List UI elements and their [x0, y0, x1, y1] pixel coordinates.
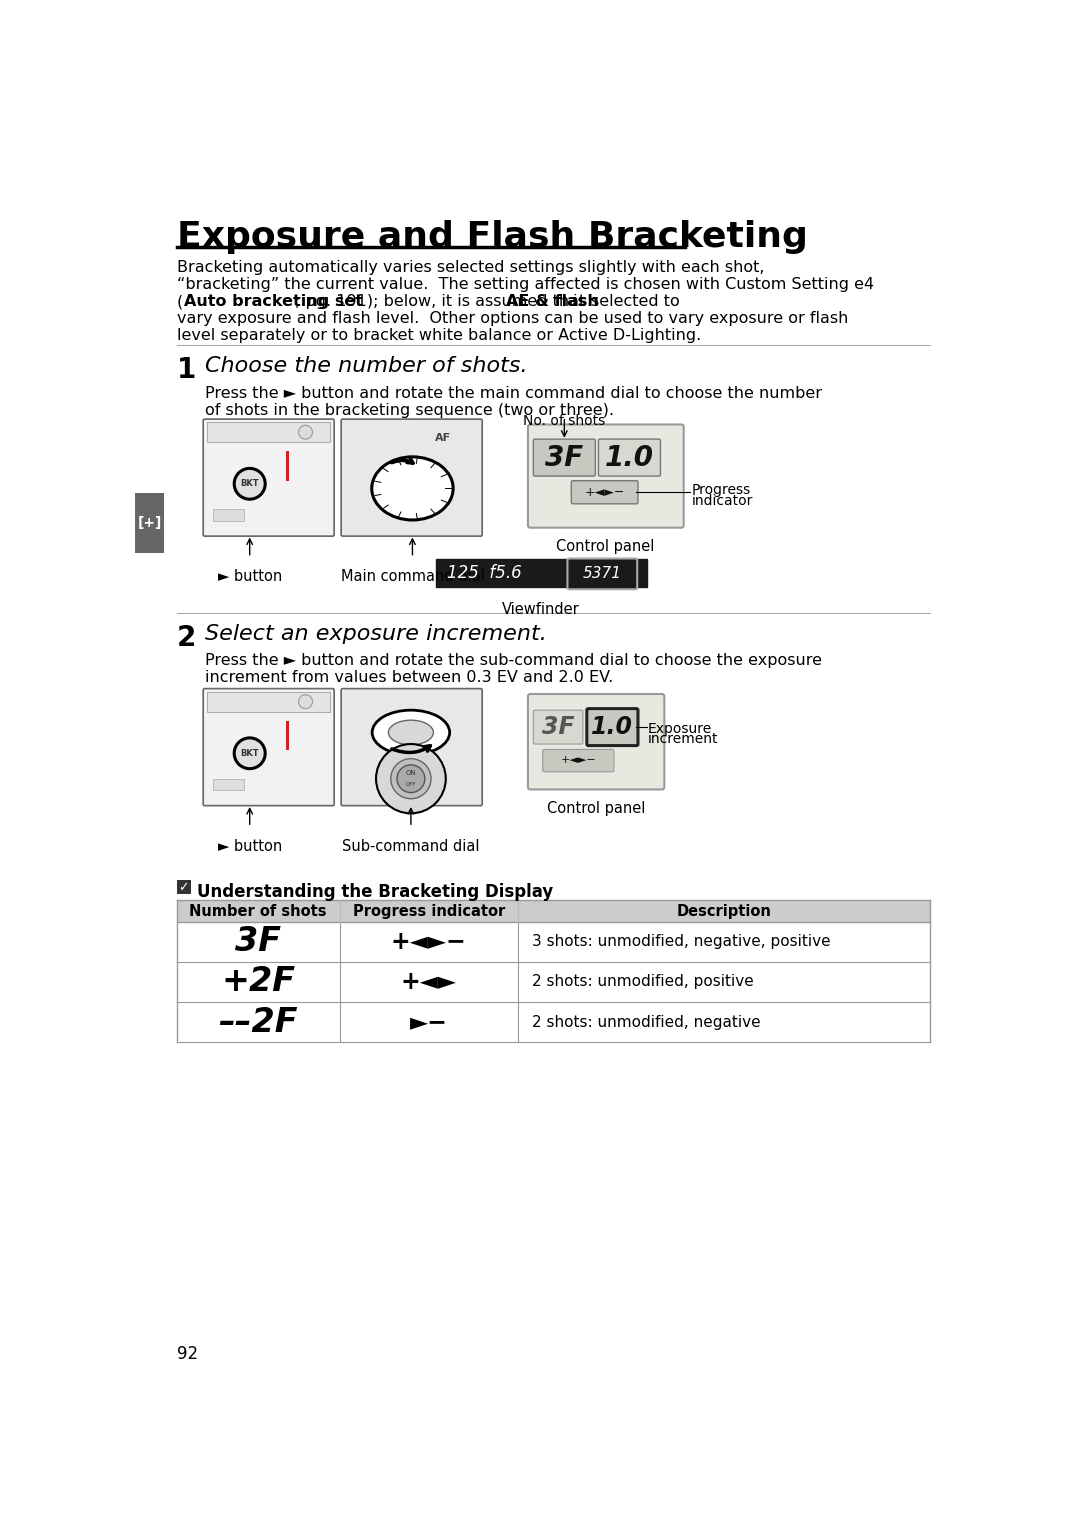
Text: Select an exposure increment.: Select an exposure increment. — [205, 624, 546, 644]
Text: +2F: +2F — [221, 965, 295, 998]
Text: 1: 1 — [177, 356, 197, 384]
Text: +◄►−: +◄►− — [391, 930, 467, 954]
FancyBboxPatch shape — [341, 688, 482, 806]
Text: Viewfinder: Viewfinder — [502, 602, 580, 618]
Text: Description: Description — [676, 904, 771, 919]
Text: ► button: ► button — [217, 569, 282, 584]
Text: AF: AF — [435, 433, 451, 442]
Text: 125  f5.6: 125 f5.6 — [446, 564, 522, 583]
Text: Auto bracketing set: Auto bracketing set — [184, 295, 363, 309]
Text: 3F: 3F — [235, 925, 281, 959]
Text: Sub-command dial: Sub-command dial — [342, 839, 480, 853]
Text: increment: increment — [648, 732, 718, 746]
Ellipse shape — [376, 745, 446, 813]
Circle shape — [234, 739, 266, 769]
FancyBboxPatch shape — [528, 694, 664, 789]
Text: 2 shots: unmodified, positive: 2 shots: unmodified, positive — [531, 974, 754, 989]
Text: vary exposure and flash level.  Other options can be used to vary exposure or fl: vary exposure and flash level. Other opt… — [177, 312, 848, 326]
Bar — [435, 560, 647, 587]
Text: ►−: ►− — [409, 1011, 448, 1034]
Text: ON: ON — [406, 769, 416, 775]
Text: BKT: BKT — [241, 749, 259, 758]
Text: Control panel: Control panel — [546, 801, 646, 816]
Circle shape — [397, 764, 424, 792]
Text: 1.0: 1.0 — [592, 716, 633, 739]
Text: Control panel: Control panel — [556, 540, 654, 553]
FancyBboxPatch shape — [598, 439, 661, 476]
Text: 3F: 3F — [542, 716, 575, 739]
Bar — [177, 881, 191, 894]
Text: “bracketing” the current value.  The setting affected is chosen with Custom Sett: “bracketing” the current value. The sett… — [177, 277, 874, 292]
Text: indicator: indicator — [691, 494, 753, 509]
Text: 3 shots: unmodified, negative, positive: 3 shots: unmodified, negative, positive — [531, 934, 831, 950]
Bar — [177, 901, 930, 922]
Text: of shots in the bracketing sequence (two or three).: of shots in the bracketing sequence (two… — [205, 404, 613, 417]
Text: Exposure and Flash Bracketing: Exposure and Flash Bracketing — [177, 220, 808, 254]
Text: BKT: BKT — [241, 479, 259, 488]
Text: ––2F: ––2F — [218, 1006, 298, 1038]
FancyBboxPatch shape — [528, 425, 684, 528]
Bar — [213, 509, 243, 521]
Text: +◄►−: +◄►− — [584, 486, 625, 498]
Text: Main command dial: Main command dial — [340, 569, 484, 584]
Text: [+]: [+] — [137, 517, 162, 531]
Text: Understanding the Bracketing Display: Understanding the Bracketing Display — [197, 882, 553, 901]
Bar — [207, 691, 330, 711]
FancyBboxPatch shape — [586, 708, 638, 746]
Text: 2 shots: unmodified, negative: 2 shots: unmodified, negative — [531, 1015, 760, 1029]
Bar — [286, 451, 289, 480]
FancyBboxPatch shape — [534, 709, 583, 745]
Ellipse shape — [373, 709, 449, 755]
Text: (: ( — [177, 295, 184, 309]
Text: increment from values between 0.3 EV and 2.0 EV.: increment from values between 0.3 EV and… — [205, 670, 613, 685]
Circle shape — [234, 468, 266, 498]
Ellipse shape — [391, 758, 431, 798]
Ellipse shape — [372, 457, 454, 520]
FancyBboxPatch shape — [341, 419, 482, 537]
FancyBboxPatch shape — [542, 749, 613, 772]
Text: AE & flash: AE & flash — [507, 295, 599, 309]
Circle shape — [298, 425, 312, 439]
FancyBboxPatch shape — [534, 439, 595, 476]
Text: 92: 92 — [177, 1344, 198, 1362]
Text: Number of shots: Number of shots — [189, 904, 327, 919]
FancyBboxPatch shape — [203, 688, 334, 806]
Text: 3F: 3F — [545, 443, 583, 471]
Bar — [207, 422, 330, 442]
Text: OFF: OFF — [406, 783, 416, 787]
Text: Exposure: Exposure — [648, 722, 713, 735]
FancyBboxPatch shape — [567, 558, 637, 589]
Text: Press the ► button and rotate the sub-command dial to choose the exposure: Press the ► button and rotate the sub-co… — [205, 653, 822, 668]
Text: Progress indicator: Progress indicator — [352, 904, 504, 919]
Text: +◄►−: +◄►− — [561, 755, 596, 764]
Bar — [213, 778, 243, 790]
FancyBboxPatch shape — [203, 419, 334, 537]
Ellipse shape — [389, 720, 433, 745]
Text: Choose the number of shots.: Choose the number of shots. — [205, 356, 527, 376]
Text: 2: 2 — [177, 624, 197, 651]
Text: level separately or to bracket white balance or Active D-Lighting.: level separately or to bracket white bal… — [177, 329, 701, 342]
Text: Press the ► button and rotate the main command dial to choose the number: Press the ► button and rotate the main c… — [205, 385, 822, 401]
Text: ✓: ✓ — [178, 881, 189, 894]
Text: +◄►: +◄► — [401, 969, 457, 994]
Text: ► button: ► button — [217, 839, 282, 853]
Text: is selected to: is selected to — [568, 295, 680, 309]
Text: ; pg. 191); below, it is assumed that: ; pg. 191); below, it is assumed that — [295, 295, 590, 309]
Text: Progress: Progress — [691, 483, 751, 497]
Text: Bracketing automatically varies selected settings slightly with each shot,: Bracketing automatically varies selected… — [177, 260, 765, 275]
Text: 5371: 5371 — [583, 566, 622, 581]
Bar — [286, 722, 289, 751]
Text: 1.0: 1.0 — [605, 443, 654, 471]
Text: No. of shots: No. of shots — [523, 414, 606, 428]
Bar — [135, 492, 164, 553]
Circle shape — [298, 694, 312, 708]
FancyBboxPatch shape — [571, 480, 638, 503]
